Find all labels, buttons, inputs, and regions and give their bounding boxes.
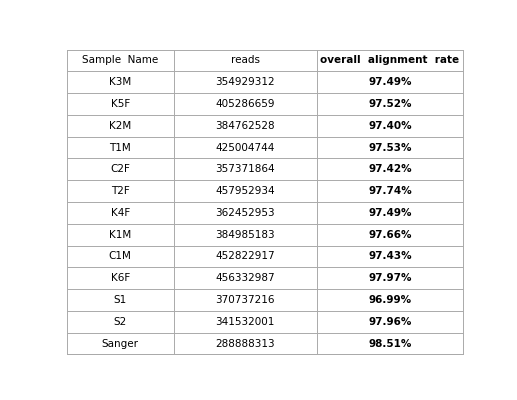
Text: K2M: K2M xyxy=(109,121,131,131)
Text: Sample  Name: Sample Name xyxy=(82,56,158,66)
Text: reads: reads xyxy=(231,56,260,66)
Text: 457952934: 457952934 xyxy=(215,186,275,196)
Text: 384762528: 384762528 xyxy=(215,121,275,131)
Text: S1: S1 xyxy=(114,295,127,305)
Text: 97.52%: 97.52% xyxy=(368,99,412,109)
Text: 288888313: 288888313 xyxy=(215,338,275,348)
Text: K5F: K5F xyxy=(111,99,130,109)
Text: 98.51%: 98.51% xyxy=(368,338,412,348)
Text: 405286659: 405286659 xyxy=(216,99,275,109)
Text: 97.40%: 97.40% xyxy=(368,121,412,131)
Text: K3M: K3M xyxy=(109,77,131,87)
Text: K4F: K4F xyxy=(111,208,130,218)
Text: 97.53%: 97.53% xyxy=(368,142,412,152)
Text: Sanger: Sanger xyxy=(102,338,139,348)
Text: 97.97%: 97.97% xyxy=(368,273,412,283)
Text: 370737216: 370737216 xyxy=(216,295,275,305)
Text: 384985183: 384985183 xyxy=(215,230,275,240)
Text: 96.99%: 96.99% xyxy=(368,295,412,305)
Text: 362452953: 362452953 xyxy=(215,208,275,218)
Text: 452822917: 452822917 xyxy=(215,252,275,262)
Text: T2F: T2F xyxy=(111,186,130,196)
Text: 97.74%: 97.74% xyxy=(368,186,412,196)
Text: overall  alignment  rate: overall alignment rate xyxy=(321,56,460,66)
Text: 97.49%: 97.49% xyxy=(368,208,412,218)
Text: 97.49%: 97.49% xyxy=(368,77,412,87)
Text: T1M: T1M xyxy=(109,142,131,152)
Text: 354929312: 354929312 xyxy=(215,77,275,87)
Text: 97.43%: 97.43% xyxy=(368,252,412,262)
Text: K6F: K6F xyxy=(111,273,130,283)
Text: K1M: K1M xyxy=(109,230,131,240)
Text: 97.96%: 97.96% xyxy=(368,317,412,327)
Text: S2: S2 xyxy=(114,317,127,327)
Text: 456332987: 456332987 xyxy=(215,273,275,283)
Text: 341532001: 341532001 xyxy=(216,317,275,327)
Text: 97.42%: 97.42% xyxy=(368,164,412,174)
Text: 357371864: 357371864 xyxy=(215,164,275,174)
Text: 97.66%: 97.66% xyxy=(368,230,412,240)
Text: 425004744: 425004744 xyxy=(216,142,275,152)
Text: C2F: C2F xyxy=(110,164,130,174)
Text: C1M: C1M xyxy=(109,252,132,262)
